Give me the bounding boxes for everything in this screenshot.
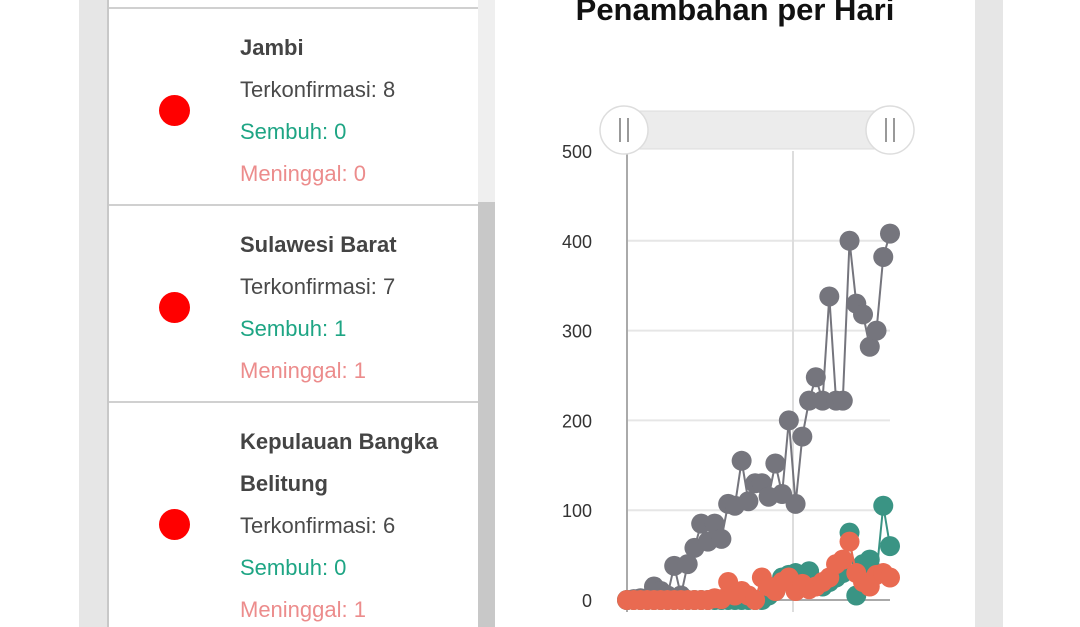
list-item[interactable]: Jambi Terkonfirmasi: 8 Sembuh: 0 Meningg… xyxy=(109,7,480,204)
data-point xyxy=(873,495,894,516)
data-point xyxy=(778,410,799,431)
daily-chart: 0 100 200 300 400 500 Mar Apr xyxy=(562,105,915,627)
deaths-count: Meninggal: 1 xyxy=(240,358,366,383)
data-point xyxy=(731,450,752,471)
status-dot-icon xyxy=(159,509,190,540)
province-list: Jambi Terkonfirmasi: 8 Sembuh: 0 Meningg… xyxy=(107,0,480,627)
data-point xyxy=(859,336,880,357)
page-background-left xyxy=(79,0,107,627)
y-tick-label: 500 xyxy=(562,142,592,162)
page-background-right xyxy=(975,0,1003,627)
confirmed-count: Terkonfirmasi: 7 xyxy=(240,274,396,299)
range-handle-icon[interactable] xyxy=(599,105,649,155)
data-point xyxy=(866,320,887,341)
data-point xyxy=(832,390,853,411)
status-dot-icon xyxy=(159,95,190,126)
confirmed-count: Terkonfirmasi: 8 xyxy=(240,77,396,102)
recovered-count: Sembuh: 0 xyxy=(240,119,347,144)
recovered-count: Sembuh: 0 xyxy=(240,555,347,580)
data-point xyxy=(805,367,826,388)
data-point xyxy=(785,493,806,514)
data-point xyxy=(873,246,894,267)
data-point xyxy=(738,491,759,512)
deaths-count: Meninggal: 1 xyxy=(240,597,366,622)
data-point xyxy=(745,590,766,610)
province-name: Sulawesi Barat xyxy=(240,232,397,257)
data-point xyxy=(765,453,786,474)
province-name: Jambi xyxy=(240,35,304,60)
data-point xyxy=(853,304,874,325)
data-point xyxy=(839,230,860,251)
confirmed-count: Terkonfirmasi: 6 xyxy=(240,513,396,538)
data-point xyxy=(832,549,853,570)
x-tick-label: Apr xyxy=(866,624,894,627)
data-point xyxy=(880,536,900,557)
chart-title: Penambahan per Hari xyxy=(575,0,895,27)
province-name: Kepulauan Bangka Belitung xyxy=(240,429,439,496)
data-point xyxy=(880,567,900,588)
list-item[interactable]: Sulawesi Barat Terkonfirmasi: 7 Sembuh: … xyxy=(109,204,480,401)
data-point xyxy=(704,513,725,534)
daily-chart-panel: Penambahan per Hari 0 100 200 300 400 500 Mar A… xyxy=(495,0,975,627)
y-tick-label: 400 xyxy=(562,232,592,252)
data-point xyxy=(880,223,900,244)
range-handle-icon[interactable] xyxy=(865,105,915,155)
data-point xyxy=(677,554,698,575)
y-tick-label: 0 xyxy=(582,591,592,611)
recovered-count: Sembuh: 1 xyxy=(240,316,347,341)
deaths-count: Meninggal: 0 xyxy=(240,161,366,186)
x-tick-label: Mar xyxy=(692,624,723,627)
scrollbar-thumb[interactable] xyxy=(478,202,495,627)
y-tick-label: 100 xyxy=(562,501,592,521)
list-item[interactable]: Kepulauan Bangka Belitung Terkonfirmasi:… xyxy=(109,401,480,627)
data-point xyxy=(792,426,813,447)
status-dot-icon xyxy=(159,292,190,323)
range-selector-track[interactable] xyxy=(612,110,904,150)
data-point xyxy=(819,286,840,307)
data-point xyxy=(711,528,732,549)
data-point xyxy=(839,531,860,552)
y-tick-label: 200 xyxy=(562,411,592,431)
y-tick-label: 300 xyxy=(562,322,592,342)
